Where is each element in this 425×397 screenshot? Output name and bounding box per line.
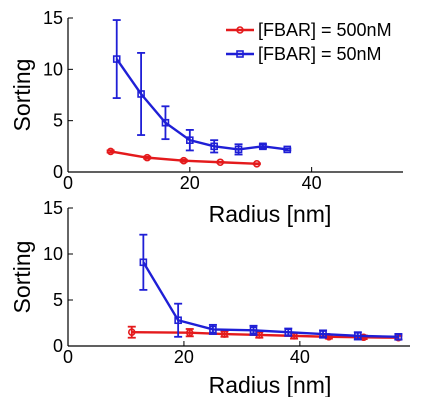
series-red xyxy=(106,147,261,168)
data-point xyxy=(186,136,194,144)
x-tick-label: 20 xyxy=(180,173,200,193)
data-point xyxy=(354,332,362,340)
data-point xyxy=(174,316,182,325)
data-point xyxy=(179,156,188,165)
y-tick-label: 5 xyxy=(53,290,63,310)
series-blue xyxy=(139,233,403,341)
y-tick-label: 10 xyxy=(43,244,63,264)
x-tick-label: 0 xyxy=(63,347,73,367)
data-point xyxy=(253,159,261,168)
data-point xyxy=(259,142,267,151)
data-point xyxy=(249,326,258,335)
data-point xyxy=(137,90,145,98)
data-point xyxy=(234,145,243,154)
y-tick-label: 10 xyxy=(43,59,63,79)
data-point xyxy=(394,332,403,341)
data-point xyxy=(210,142,218,151)
y-tick-label: 15 xyxy=(43,8,63,28)
data-point xyxy=(112,55,121,63)
y-tick-label: 0 xyxy=(53,162,63,182)
x-tick-label: 40 xyxy=(302,173,322,193)
data-point xyxy=(161,118,170,127)
y-axis-title: Sorting xyxy=(9,241,35,314)
data-point xyxy=(319,330,327,338)
series-blue xyxy=(112,19,292,156)
data-point xyxy=(106,147,115,156)
legend-marker xyxy=(236,26,244,34)
x-axis-title: Radius [nm] xyxy=(209,372,332,397)
series-line xyxy=(115,58,288,151)
data-point xyxy=(185,328,194,337)
data-point xyxy=(127,328,136,337)
data-point xyxy=(209,325,217,334)
x-tick-label: 0 xyxy=(63,173,73,193)
x-tick-label: 20 xyxy=(174,347,194,367)
x-axis-title: Radius [nm] xyxy=(209,201,332,227)
y-tick-label: 5 xyxy=(53,111,63,131)
data-point xyxy=(139,258,148,267)
y-axis-title: Sorting xyxy=(9,59,35,132)
legend-label: [FBAR] = 50nM xyxy=(258,44,382,64)
legend-label: [FBAR] = 500nM xyxy=(258,20,392,40)
series-line xyxy=(142,261,399,338)
x-tick-label: 40 xyxy=(290,347,310,367)
legend: [FBAR] = 500nM [FBAR] = 50nM xyxy=(226,20,392,64)
y-tick-label: 0 xyxy=(53,336,63,356)
legend-marker xyxy=(236,50,244,58)
bottom-chart-panel: 0 5 10 15 0 20 40 Sorting Radius [nm] xyxy=(9,198,410,397)
data-point xyxy=(283,145,292,154)
data-point xyxy=(143,153,151,162)
data-point xyxy=(216,158,225,167)
y-tick-label: 15 xyxy=(43,198,63,218)
data-point xyxy=(284,328,293,337)
data-point xyxy=(220,330,229,338)
